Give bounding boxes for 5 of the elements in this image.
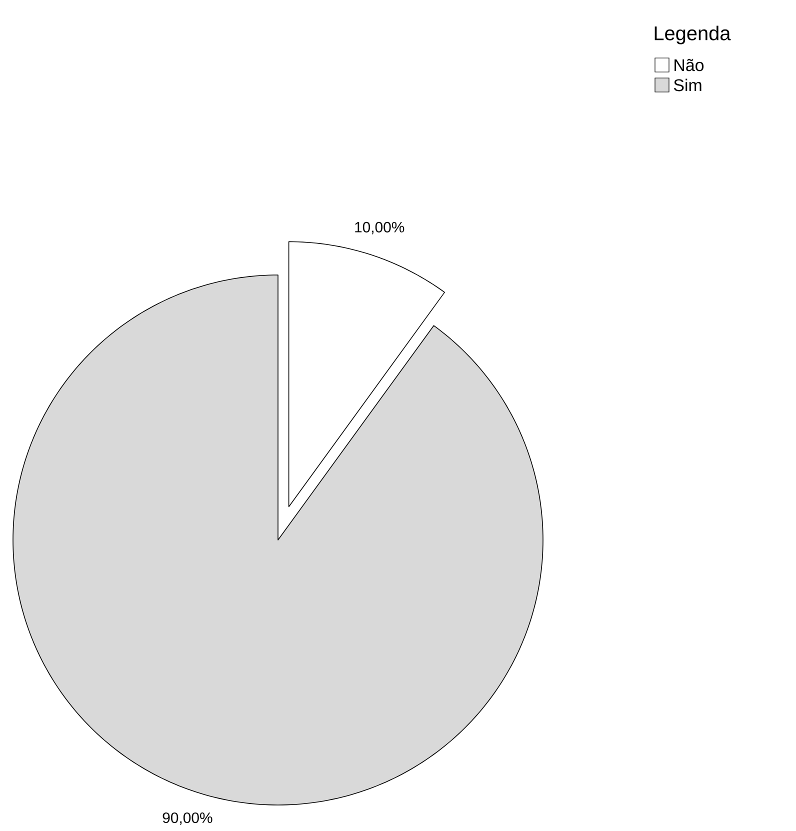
legend-label: Sim bbox=[674, 78, 702, 92]
legend-title: Legenda bbox=[654, 26, 731, 44]
legend-label: Não bbox=[674, 58, 704, 72]
data-label: 10,00% bbox=[355, 222, 404, 234]
data-label: 90,00% bbox=[162, 812, 212, 825]
